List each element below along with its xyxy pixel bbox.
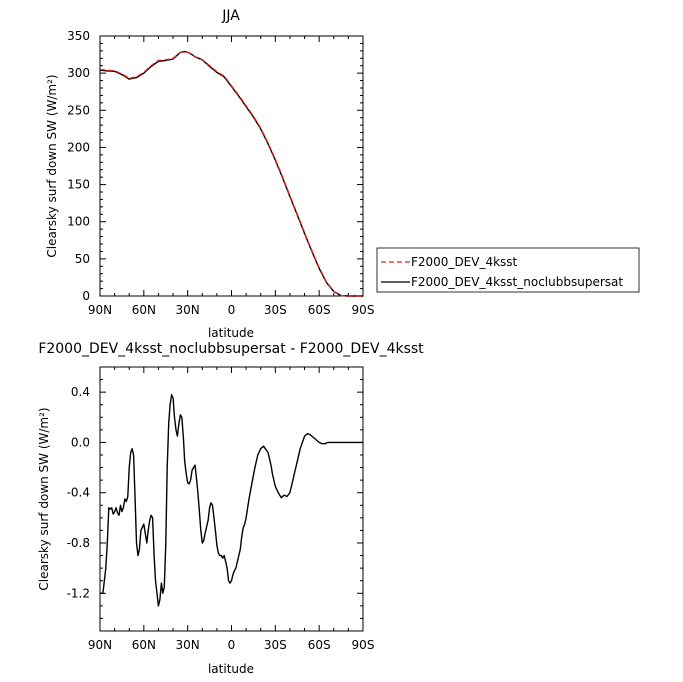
bottom-chart-xlabel: latitude <box>208 662 254 676</box>
x-tick-label: 90N <box>88 638 112 652</box>
legend-box <box>376 247 640 293</box>
top-chart-ylabel: Clearsky surf down SW (W/m²) <box>45 74 59 257</box>
x-tick-label: 30N <box>176 638 200 652</box>
x-tick-label: 60S <box>308 303 331 317</box>
series-line-1 <box>100 394 363 607</box>
y-tick-label: 300 <box>67 66 90 80</box>
y-tick-label: 150 <box>67 178 90 192</box>
x-tick-label: 90S <box>352 638 375 652</box>
y-tick-label: 350 <box>67 29 90 43</box>
top-chart-ticks: 90N 60N 30N 0 30S 60S 90S 0 50 100 150 200 250 300 350 <box>67 29 374 317</box>
x-tick-label: 90N <box>88 303 112 317</box>
top-chart-title: JJA <box>221 8 240 24</box>
bottom-chart-ylabel: Clearsky surf down SW (W/m²) <box>37 407 51 590</box>
x-tick-label: 0 <box>228 638 236 652</box>
bottom-plot-frame <box>99 366 364 632</box>
y-tick-label: 0 <box>82 289 90 303</box>
y-tick-label: 0.4 <box>71 385 90 399</box>
legend-label-series-1: F2000_DEV_4ksst <box>411 255 518 269</box>
y-tick-label: -0.8 <box>67 536 90 550</box>
top-chart-xlabel: latitude <box>208 326 254 340</box>
x-tick-label: 60N <box>132 638 156 652</box>
x-tick-label: 60N <box>132 303 156 317</box>
series-line-1 <box>99 50 363 297</box>
top-chart-panel: JJA 90N 60N 30N 0 30S 60S 90S 0 50 100 150 200 250 30… <box>45 8 374 340</box>
legend-label-series-2: F2000_DEV_4ksst_noclubbsupersat <box>411 275 623 289</box>
bottom-chart-series <box>100 394 363 607</box>
y-tick-label: 0.0 <box>71 435 90 449</box>
bottom-chart-ticks: 90N 60N 30N 0 30S 60S 90S 0.4 0.0 -0.4 -0.8 -1.2 <box>67 367 375 652</box>
legend: F2000_DEV_4ksst F2000_DEV_4ksst_noclubbs… <box>376 247 640 293</box>
x-tick-label: 30S <box>264 638 287 652</box>
y-tick-label: 250 <box>67 103 90 117</box>
series-line-2 <box>99 50 363 297</box>
y-tick-label: -1.2 <box>67 586 90 600</box>
x-tick-label: 60S <box>308 638 331 652</box>
x-tick-label: 0 <box>228 303 236 317</box>
top-chart-series <box>99 50 363 297</box>
y-tick-label: 50 <box>75 252 90 266</box>
y-tick-label: -0.4 <box>67 486 90 500</box>
x-tick-label: 90S <box>352 303 375 317</box>
bottom-chart-title: F2000_DEV_4ksst_noclubbsupersat - F2000_… <box>38 341 424 357</box>
y-tick-label: 200 <box>67 140 90 154</box>
x-tick-label: 30S <box>264 303 287 317</box>
bottom-chart-panel: F2000_DEV_4ksst_noclubbsupersat - F2000_… <box>37 341 424 676</box>
x-tick-label: 30N <box>176 303 200 317</box>
y-tick-label: 100 <box>67 215 90 229</box>
